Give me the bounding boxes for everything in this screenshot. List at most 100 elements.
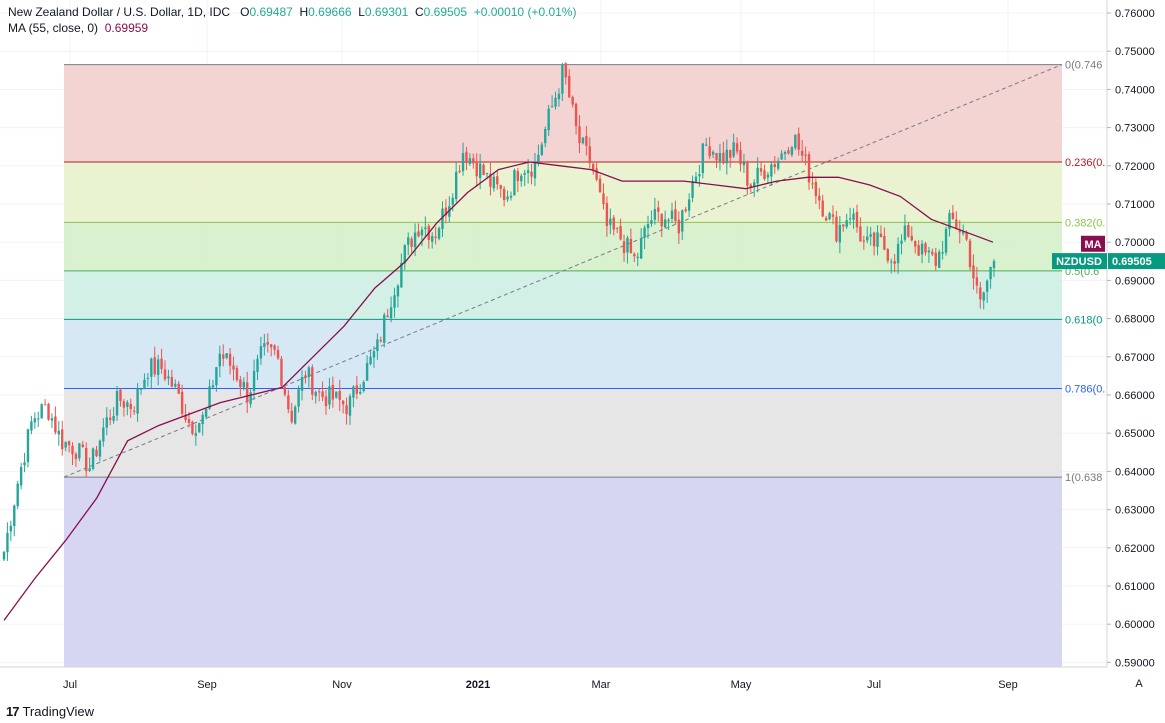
candle-body bbox=[670, 210, 674, 219]
low-value: 0.69301 bbox=[364, 5, 409, 19]
candle-body bbox=[794, 134, 797, 149]
time-tick-label: Nov bbox=[332, 679, 352, 691]
candle-body bbox=[317, 391, 321, 393]
candle-body bbox=[290, 410, 293, 422]
fibonacci-retracement[interactable]: 0(0.7460.236(0.0.382(0.0.5(0.60.618(00.7… bbox=[64, 60, 1105, 667]
fib-zone bbox=[64, 477, 1062, 667]
candle-body bbox=[122, 401, 126, 408]
candle-body bbox=[431, 236, 434, 242]
candle-body bbox=[965, 232, 968, 240]
candle-body bbox=[489, 173, 492, 187]
candle-body bbox=[516, 171, 520, 182]
candle-body bbox=[509, 195, 513, 198]
fib-trend-line[interactable] bbox=[63, 64, 1063, 478]
candle-body bbox=[252, 370, 256, 392]
price-tick-label: 0.72000 bbox=[1115, 161, 1155, 173]
ma-badge bbox=[1081, 235, 1105, 252]
candle-body bbox=[328, 386, 331, 405]
candle-body bbox=[622, 241, 626, 254]
candle-body bbox=[674, 209, 677, 221]
price-tick-label: 0.67000 bbox=[1115, 352, 1155, 364]
candle-body bbox=[763, 170, 766, 180]
candle-body bbox=[424, 227, 427, 230]
candle-body bbox=[879, 233, 883, 238]
candle-body bbox=[883, 235, 886, 250]
candle-body bbox=[852, 213, 855, 220]
candle-body bbox=[379, 339, 383, 342]
candle-body bbox=[458, 170, 461, 173]
candle-body bbox=[756, 167, 759, 184]
candle-body bbox=[934, 252, 937, 266]
candle-body bbox=[91, 448, 95, 469]
candle-body bbox=[13, 505, 16, 527]
candle-body bbox=[595, 168, 598, 180]
candle-body bbox=[153, 357, 156, 375]
candle-body bbox=[770, 164, 773, 177]
candle-body bbox=[160, 358, 163, 369]
tradingview-logo[interactable]: 17 TradingView bbox=[6, 704, 94, 719]
candle-body bbox=[886, 249, 890, 261]
candle-body bbox=[444, 207, 448, 216]
candle-body bbox=[167, 376, 170, 379]
candle-body bbox=[605, 202, 609, 227]
candle-body bbox=[242, 381, 245, 388]
high-label: H bbox=[299, 5, 309, 19]
time-tick-label: Jul bbox=[867, 679, 881, 691]
auto-scale-button[interactable]: A bbox=[1135, 678, 1143, 690]
candle-body bbox=[687, 199, 691, 211]
candle-body bbox=[259, 346, 263, 359]
candle-body bbox=[465, 151, 468, 164]
candle-body bbox=[705, 144, 708, 146]
candle-body bbox=[269, 344, 273, 348]
candle-body bbox=[115, 390, 119, 416]
candle-body bbox=[74, 453, 78, 460]
candle-body bbox=[907, 225, 910, 237]
price-tick-label: 0.65000 bbox=[1115, 428, 1155, 440]
candle-body bbox=[98, 440, 102, 457]
candle-body bbox=[30, 421, 33, 431]
candle-body bbox=[982, 292, 985, 301]
candle-body bbox=[927, 250, 931, 253]
candle-body bbox=[800, 150, 804, 156]
candle-body bbox=[989, 266, 992, 280]
candle-body bbox=[523, 172, 526, 175]
candle-body bbox=[951, 212, 955, 219]
candle-body bbox=[112, 415, 115, 421]
fib-zone bbox=[64, 161, 1062, 223]
candle-body bbox=[365, 362, 369, 381]
ma-legend-row[interactable]: MA (55, close, 0) 0.69959 bbox=[8, 20, 576, 36]
candle-body bbox=[132, 410, 136, 412]
candle-body bbox=[742, 162, 746, 166]
candle-body bbox=[948, 213, 951, 230]
candle-body bbox=[787, 150, 790, 154]
candle-body bbox=[602, 193, 605, 205]
candle-body bbox=[400, 262, 403, 288]
candle-body bbox=[61, 429, 64, 450]
candle-body bbox=[369, 356, 372, 365]
candle-body bbox=[314, 391, 317, 397]
candle-body bbox=[979, 287, 982, 300]
candle-body bbox=[496, 176, 499, 185]
price-tick-label: 0.66000 bbox=[1115, 390, 1155, 402]
time-axis[interactable]: Jul Sep Nov 2021 Mar May Jul Sep A bbox=[0, 666, 1143, 691]
candle-body bbox=[811, 183, 814, 185]
candle-body bbox=[177, 383, 180, 394]
candle-body bbox=[50, 418, 54, 421]
moving-average-line bbox=[3, 161, 994, 621]
ohlc-legend-row: New Zealand Dollar / U.S. Dollar, 1D, ID… bbox=[8, 4, 576, 20]
candle-body bbox=[780, 153, 783, 160]
high-value: 0.69666 bbox=[308, 5, 352, 19]
candle-body bbox=[482, 164, 485, 176]
price-axis[interactable]: 0.76000 0.75000 0.74000 0.73000 0.72000 0.710… bbox=[1106, 0, 1165, 723]
candle-body bbox=[211, 385, 215, 388]
candle-body bbox=[660, 213, 663, 227]
candle-body bbox=[735, 143, 739, 152]
candle-body bbox=[876, 232, 879, 247]
candle-body bbox=[475, 161, 478, 177]
candle-body bbox=[451, 197, 454, 205]
candle-body bbox=[417, 231, 420, 237]
candle-body bbox=[338, 390, 341, 400]
candle-body bbox=[492, 176, 496, 189]
tradingview-logo-icon: 17 bbox=[6, 704, 20, 719]
